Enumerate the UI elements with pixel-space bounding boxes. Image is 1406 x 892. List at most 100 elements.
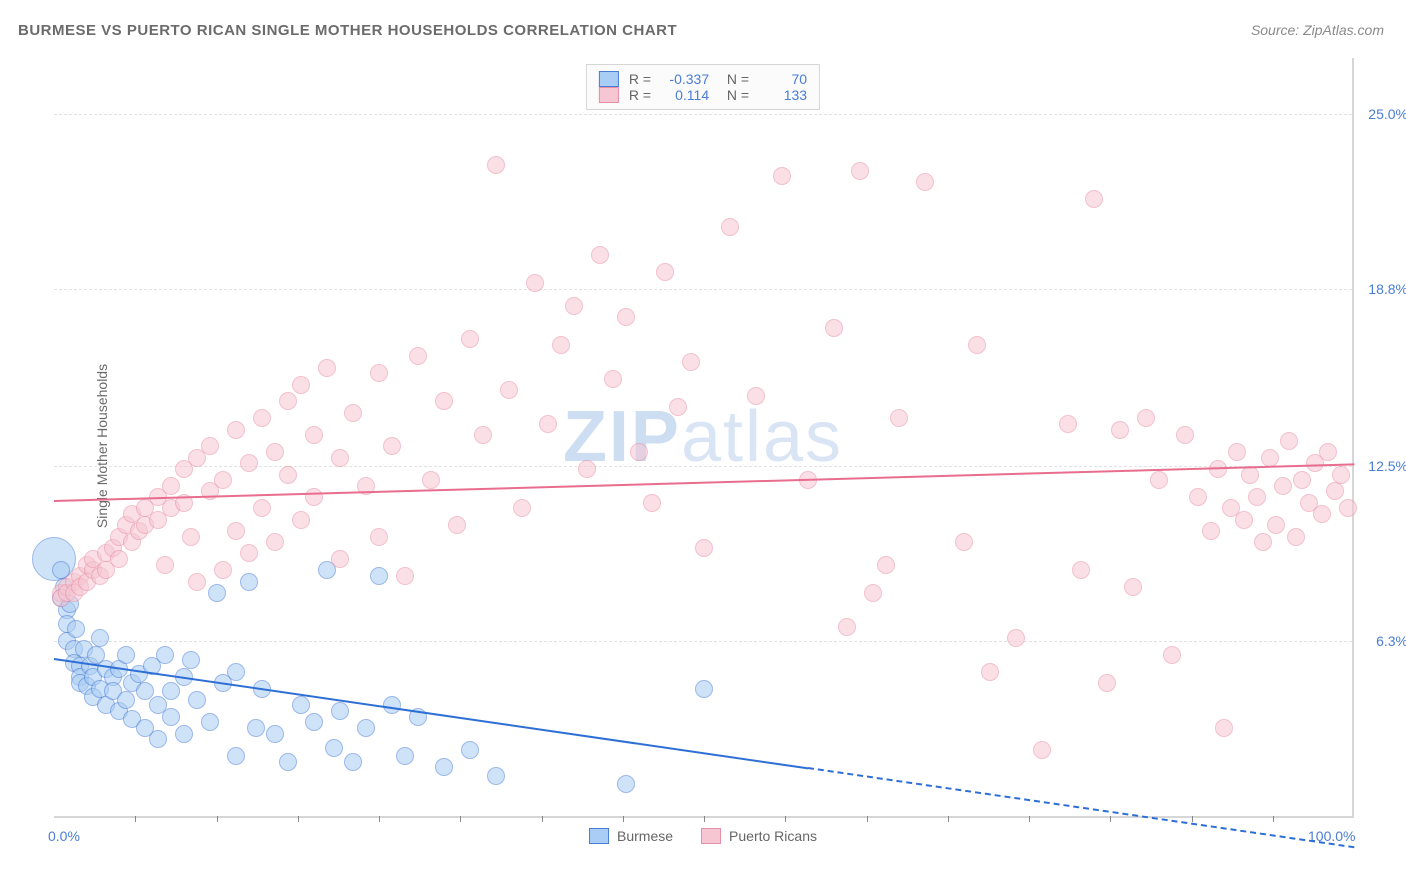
series-swatch	[599, 87, 619, 103]
scatter-point	[279, 466, 297, 484]
scatter-point	[981, 663, 999, 681]
legend-swatch	[701, 828, 721, 844]
scatter-point	[149, 730, 167, 748]
gridline	[54, 641, 1352, 642]
scatter-point	[1163, 646, 1181, 664]
legend-swatch	[589, 828, 609, 844]
scatter-point	[955, 533, 973, 551]
scatter-point	[1111, 421, 1129, 439]
scatter-point	[188, 691, 206, 709]
scatter-point	[396, 747, 414, 765]
gridline	[54, 289, 1352, 290]
scatter-point	[435, 758, 453, 776]
scatter-point	[1033, 741, 1051, 759]
stat-label: N =	[719, 87, 749, 103]
scatter-point	[409, 347, 427, 365]
scatter-point	[201, 437, 219, 455]
x-tick	[867, 816, 868, 822]
scatter-point	[156, 556, 174, 574]
scatter-point	[292, 696, 310, 714]
scatter-point	[968, 336, 986, 354]
scatter-point	[1235, 511, 1253, 529]
scatter-point	[162, 477, 180, 495]
scatter-point	[695, 680, 713, 698]
scatter-point	[253, 499, 271, 517]
scatter-point	[201, 713, 219, 731]
scatter-point	[344, 753, 362, 771]
x-tick	[948, 816, 949, 822]
scatter-point	[890, 409, 908, 427]
scatter-point	[1124, 578, 1142, 596]
stat-r-value: -0.337	[661, 71, 709, 87]
scatter-point	[247, 719, 265, 737]
stat-label: N =	[719, 71, 749, 87]
scatter-point	[318, 359, 336, 377]
stat-n-value: 70	[759, 71, 807, 87]
stats-row: R =0.114 N =133	[599, 87, 807, 103]
x-tick	[1273, 816, 1274, 822]
scatter-point	[110, 550, 128, 568]
scatter-point	[292, 511, 310, 529]
scatter-point	[357, 719, 375, 737]
x-tick	[704, 816, 705, 822]
scatter-point	[877, 556, 895, 574]
scatter-point	[182, 528, 200, 546]
scatter-point	[643, 494, 661, 512]
scatter-point	[838, 618, 856, 636]
scatter-point	[240, 454, 258, 472]
scatter-point	[279, 753, 297, 771]
scatter-point	[370, 364, 388, 382]
scatter-point	[266, 725, 284, 743]
scatter-point	[240, 544, 258, 562]
legend-item: Burmese	[589, 828, 673, 844]
legend-item: Puerto Ricans	[701, 828, 817, 844]
x-tick	[623, 816, 624, 822]
scatter-point	[422, 471, 440, 489]
scatter-point	[825, 319, 843, 337]
scatter-point	[604, 370, 622, 388]
scatter-point	[1202, 522, 1220, 540]
scatter-point	[1254, 533, 1272, 551]
scatter-point	[656, 263, 674, 281]
scatter-point	[117, 691, 135, 709]
correlation-stats-box: R = -0.337 N = 70R =0.114 N =133	[586, 64, 820, 110]
scatter-point	[331, 702, 349, 720]
x-tick	[542, 816, 543, 822]
scatter-point	[253, 409, 271, 427]
scatter-point	[227, 663, 245, 681]
scatter-point	[1228, 443, 1246, 461]
scatter-point	[1215, 719, 1233, 737]
scatter-point	[292, 376, 310, 394]
scatter-point	[331, 449, 349, 467]
x-tick	[298, 816, 299, 822]
scatter-point	[182, 651, 200, 669]
scatter-point	[617, 775, 635, 793]
scatter-point	[156, 646, 174, 664]
scatter-point	[851, 162, 869, 180]
scatter-point	[721, 218, 739, 236]
scatter-point	[1293, 471, 1311, 489]
scatter-point	[630, 443, 648, 461]
scatter-point	[67, 620, 85, 638]
scatter-point	[1261, 449, 1279, 467]
scatter-point	[1326, 482, 1344, 500]
gridline	[54, 114, 1352, 115]
x-tick	[135, 816, 136, 822]
scatter-point	[305, 488, 323, 506]
scatter-point	[500, 381, 518, 399]
y-tick-label: 25.0%	[1368, 106, 1406, 122]
scatter-point	[227, 421, 245, 439]
scatter-point	[552, 336, 570, 354]
scatter-point	[747, 387, 765, 405]
scatter-point	[175, 725, 193, 743]
scatter-point	[370, 567, 388, 585]
scatter-point	[383, 437, 401, 455]
scatter-point	[682, 353, 700, 371]
scatter-point	[1098, 674, 1116, 692]
stat-label: R =	[629, 87, 651, 103]
scatter-point	[91, 629, 109, 647]
x-tick-label: 0.0%	[48, 828, 80, 844]
scatter-point	[227, 747, 245, 765]
scatter-point	[461, 741, 479, 759]
scatter-point	[1339, 499, 1357, 517]
